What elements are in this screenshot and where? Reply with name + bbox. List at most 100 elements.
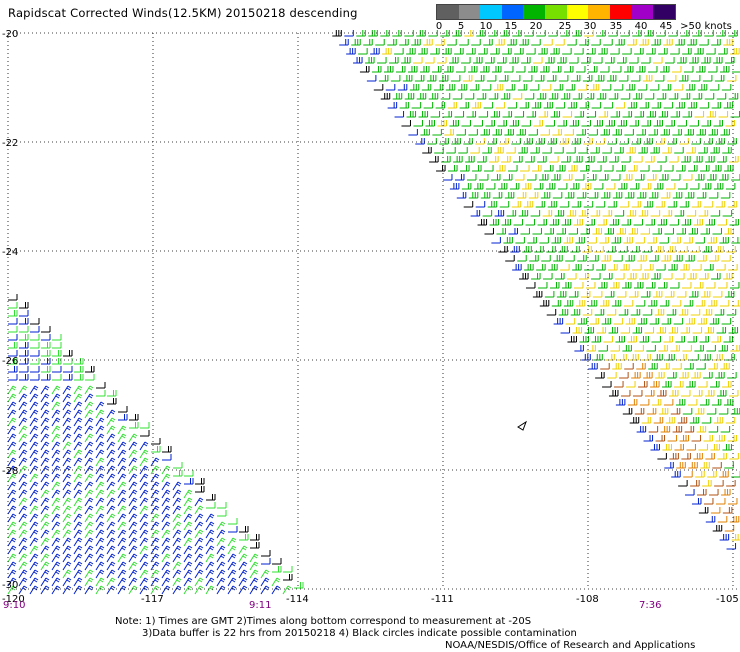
- wind-barb: [18, 441, 28, 451]
- wind-barb: [682, 345, 692, 352]
- wind-barb: [29, 433, 39, 443]
- wind-barb: [95, 457, 105, 467]
- wind-barb: [554, 210, 565, 217]
- wind-barb: [84, 409, 94, 419]
- wind-barb: [619, 372, 629, 379]
- wind-barb: [648, 129, 658, 136]
- wind-barb: [717, 156, 727, 163]
- wind-barb: [423, 39, 433, 46]
- wind-barb: [607, 201, 618, 208]
- wind-barb: [30, 374, 40, 381]
- wind-barb: [516, 129, 526, 136]
- wind-barb: [41, 326, 51, 333]
- wind-barb: [722, 381, 732, 388]
- wind-barb: [651, 102, 662, 109]
- wind-barb: [40, 465, 50, 475]
- wind-barb: [346, 48, 356, 55]
- wind-barb: [249, 553, 259, 563]
- wind-barb: [677, 354, 687, 361]
- wind-barb: [658, 345, 668, 352]
- wind-barb: [667, 372, 677, 379]
- wind-barb: [598, 174, 609, 181]
- wind-barb: [128, 489, 138, 499]
- wind-barb: [449, 120, 459, 127]
- wind-barb: [660, 426, 671, 433]
- wind-barb: [519, 273, 529, 280]
- wind-barb: [465, 156, 475, 163]
- wind-barb: [18, 497, 28, 507]
- wind-barb: [227, 553, 237, 563]
- wind-barb: [566, 210, 577, 217]
- wind-barb: [490, 48, 500, 55]
- wind-barb: [62, 409, 72, 419]
- wind-barb: [687, 273, 697, 280]
- lat-label: -24: [2, 247, 18, 258]
- wind-barb: [162, 446, 172, 453]
- wind-barb: [573, 282, 584, 289]
- wind-barb: [600, 129, 610, 136]
- wind-barb: [539, 300, 550, 307]
- wind-barb: [51, 521, 61, 531]
- wind-barb: [675, 399, 686, 406]
- wind-barb: [52, 350, 62, 357]
- wind-barb: [18, 505, 28, 515]
- wind-barb: [172, 497, 182, 507]
- wind-barb: [62, 401, 72, 411]
- wind-barb: [710, 381, 720, 388]
- wind-barb: [557, 183, 568, 190]
- wind-barb: [644, 390, 655, 397]
- wind-barb: [41, 342, 51, 349]
- wind-barb: [18, 449, 28, 459]
- wind-barb: [62, 449, 72, 459]
- wind-barb: [351, 39, 361, 46]
- wind-barb: [128, 537, 138, 547]
- wind-barb: [512, 93, 523, 100]
- wind-barb: [686, 444, 696, 451]
- wind-barb: [696, 192, 707, 199]
- wind-barb: [489, 219, 500, 226]
- wind-barb: [483, 39, 493, 46]
- wind-barb: [479, 66, 490, 73]
- wind-barb: [545, 120, 555, 127]
- wind-barb: [553, 255, 563, 262]
- wind-barb: [531, 39, 541, 46]
- wind-barb: [647, 300, 658, 307]
- wind-barb: [272, 566, 282, 573]
- wind-barb: [140, 430, 150, 437]
- wind-barb: [685, 84, 696, 91]
- wind-barb: [593, 183, 604, 190]
- wind-barb: [194, 497, 204, 507]
- wind-barb: [683, 300, 694, 307]
- wind-barb: [514, 174, 525, 181]
- wind-barb: [655, 201, 666, 208]
- wind-barb: [595, 372, 605, 379]
- wind-barb: [714, 480, 724, 487]
- wind-barb: [689, 120, 699, 127]
- wind-barb: [674, 381, 684, 388]
- wind-barb: [637, 318, 648, 325]
- wind-barb: [227, 537, 237, 547]
- wind-barb: [662, 147, 672, 154]
- wind-barb: [84, 457, 94, 467]
- wind-barb: [29, 505, 39, 515]
- wind-barb: [390, 75, 401, 82]
- wind-barb: [676, 462, 686, 469]
- wind-barb: [665, 120, 675, 127]
- wind-barb: [206, 502, 216, 509]
- wind-barb: [84, 385, 94, 395]
- wind-barb: [712, 228, 722, 235]
- wind-barb: [51, 537, 61, 547]
- wind-barb: [547, 201, 558, 208]
- wind-barb: [544, 291, 555, 298]
- wind-barb: [644, 30, 654, 37]
- wind-barb: [708, 129, 718, 136]
- wind-barb: [29, 457, 39, 467]
- wind-barb: [150, 569, 160, 579]
- wind-barb: [568, 291, 579, 298]
- wind-barb: [205, 537, 215, 547]
- wind-barb: [557, 120, 567, 127]
- wind-barb: [413, 57, 423, 64]
- wind-barb: [603, 39, 613, 46]
- wind-barb: [539, 237, 549, 244]
- wind-barb: [401, 120, 411, 127]
